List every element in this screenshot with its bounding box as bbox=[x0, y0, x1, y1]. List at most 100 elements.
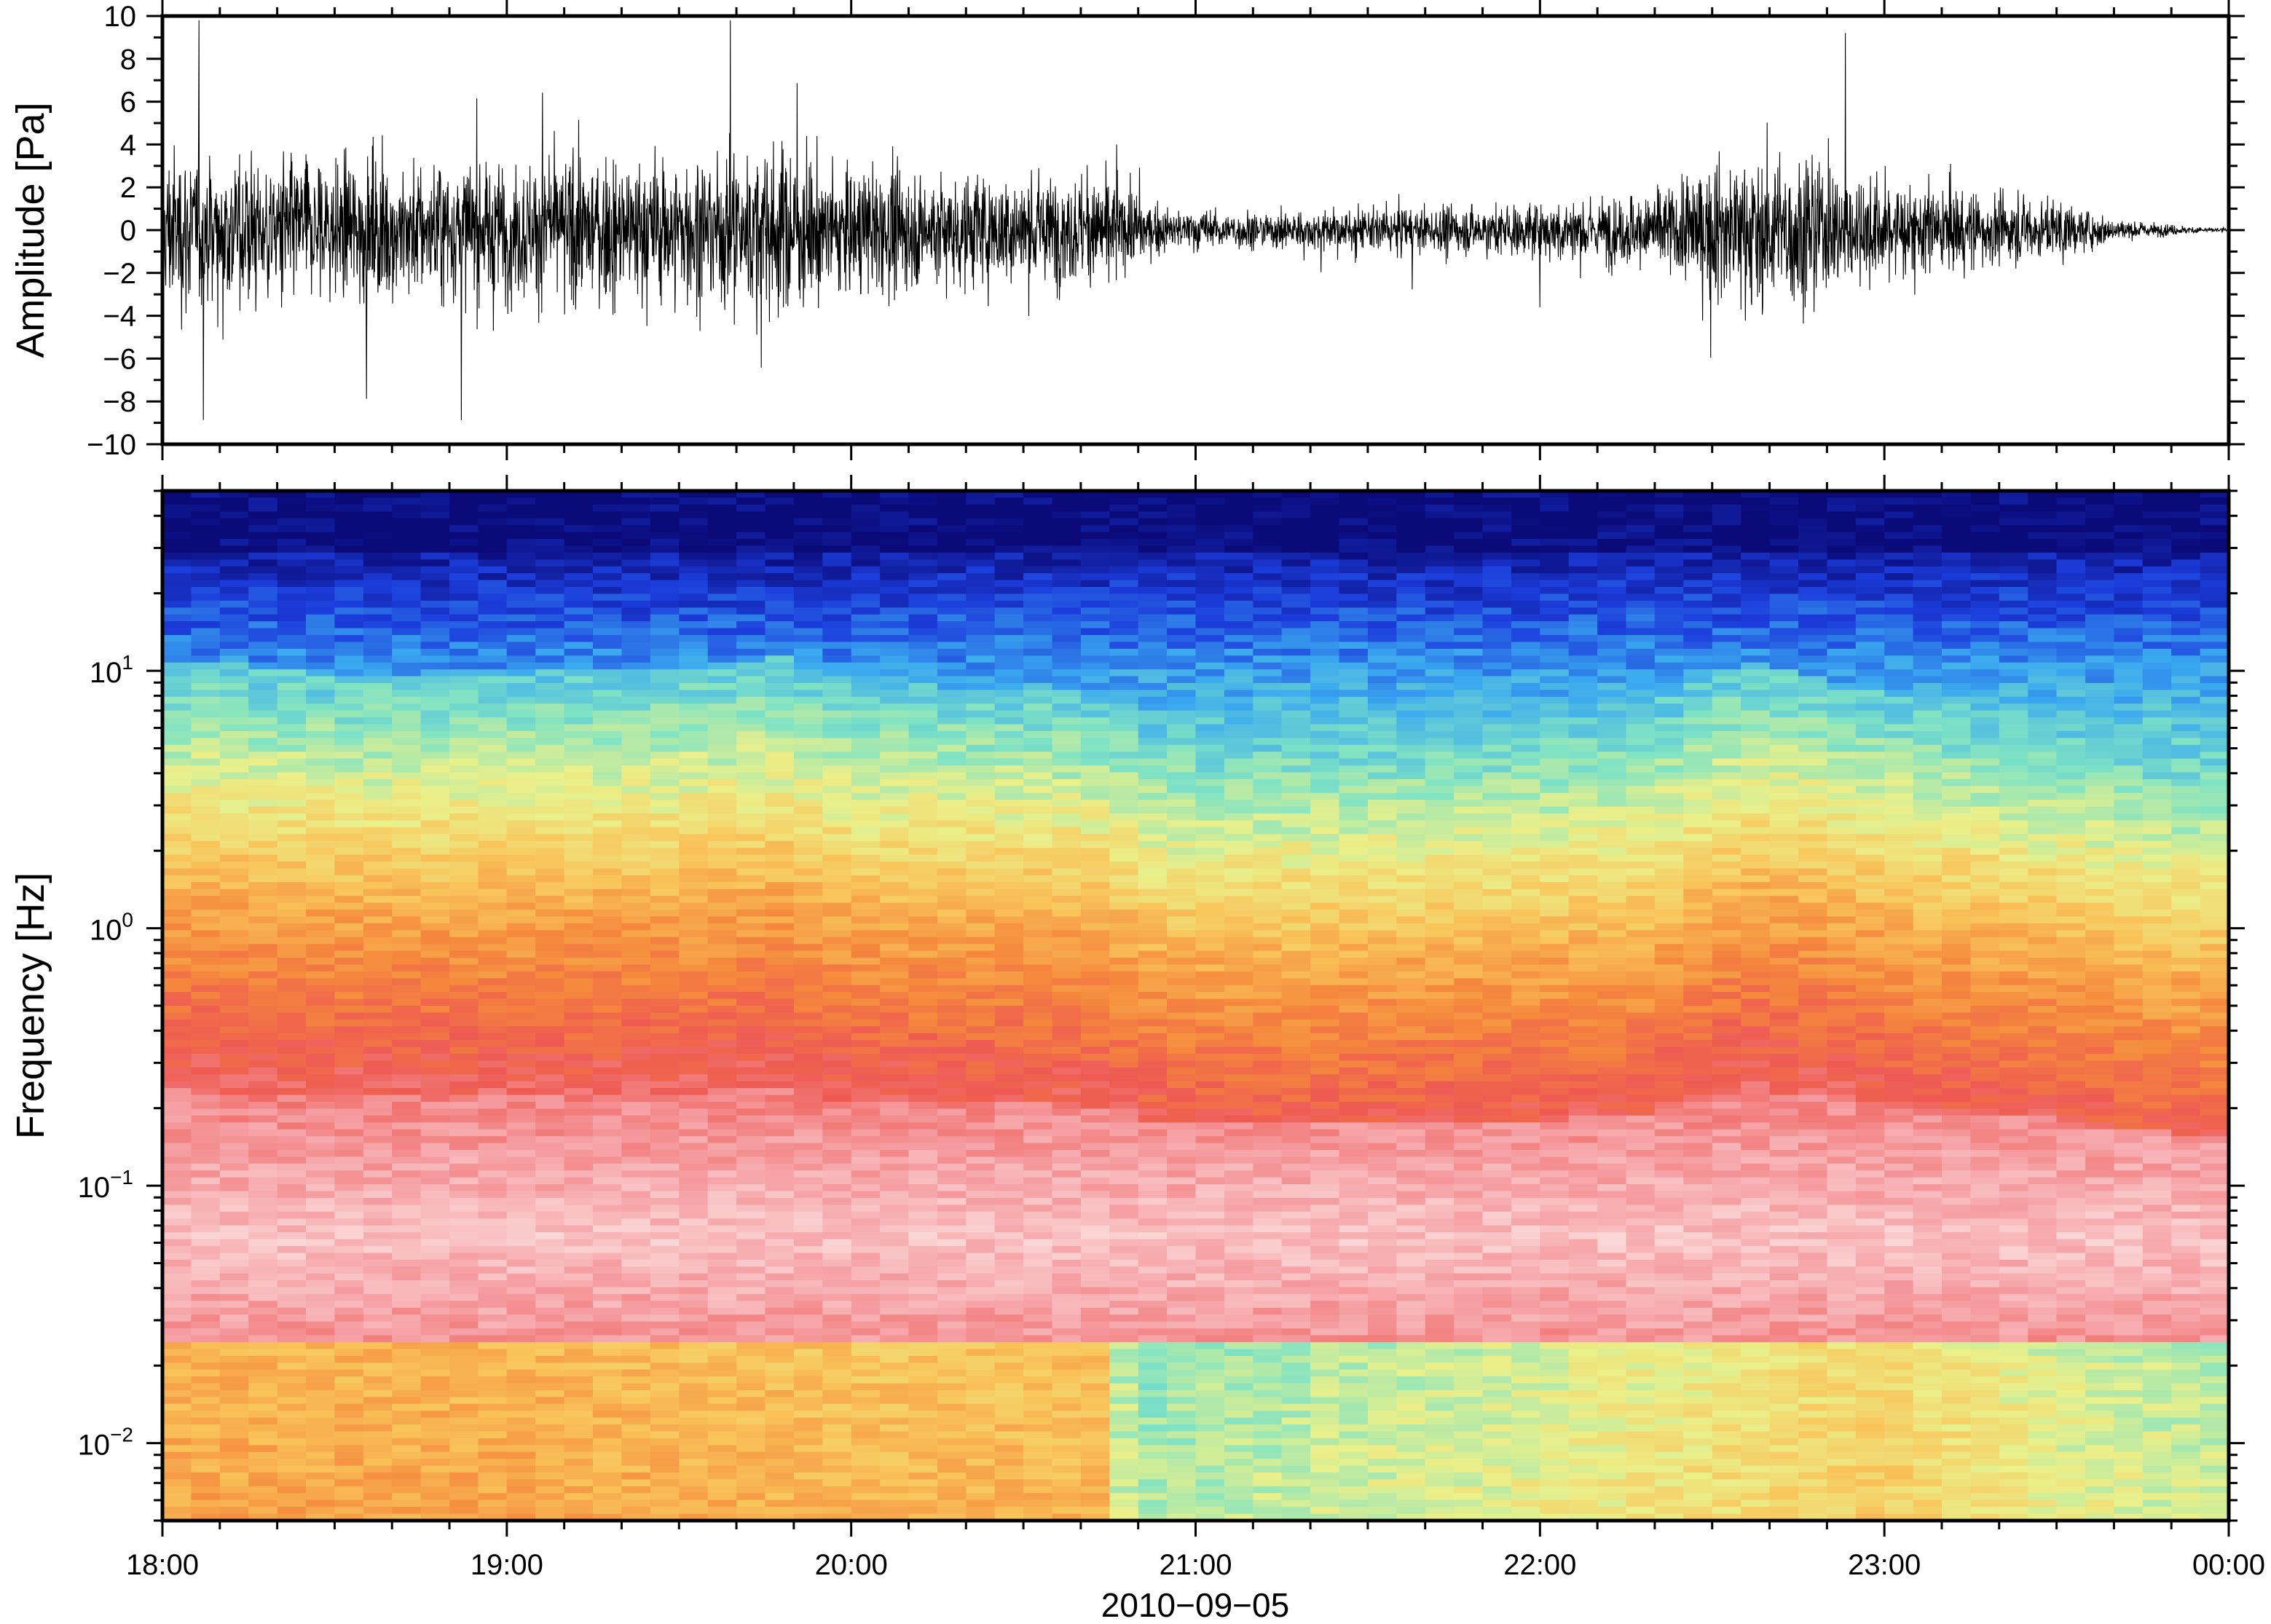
spectrogram-cell bbox=[449, 1067, 479, 1075]
spectrogram-cell bbox=[191, 1451, 221, 1459]
spectrogram-cell bbox=[162, 1273, 192, 1281]
spectrogram-cell bbox=[621, 1431, 651, 1439]
spectrogram-cell bbox=[736, 896, 766, 904]
spectrogram-cell bbox=[363, 820, 393, 828]
spectrogram-cell bbox=[535, 1054, 565, 1062]
spectrogram-cell bbox=[908, 1225, 938, 1233]
spectrogram-cell bbox=[994, 1184, 1024, 1192]
spectrogram-cell bbox=[420, 545, 450, 553]
spectrogram-cell bbox=[449, 992, 479, 1000]
spectrogram-cell bbox=[564, 827, 594, 835]
spectrogram-cell bbox=[449, 1259, 479, 1267]
spectrogram-cell bbox=[1052, 1390, 1082, 1398]
spectrogram-cell bbox=[994, 545, 1024, 553]
spectrogram-cell bbox=[219, 1349, 249, 1357]
spectrogram-cell bbox=[162, 992, 192, 1000]
spectrogram-cell bbox=[334, 1245, 364, 1254]
spectrogram-cell bbox=[420, 1163, 450, 1171]
spectrogram-cell bbox=[248, 1314, 278, 1323]
spectrogram-cell bbox=[420, 958, 450, 966]
spectrogram-cell bbox=[535, 635, 565, 643]
spectrogram-cell bbox=[191, 744, 221, 752]
spectrogram-cell bbox=[908, 1143, 938, 1151]
spectrogram-cell bbox=[219, 779, 249, 787]
spectrogram-cell bbox=[248, 1287, 278, 1295]
spectrogram-cell bbox=[994, 786, 1024, 794]
spectrogram-cell bbox=[219, 1314, 249, 1323]
spectrogram-cell bbox=[880, 806, 910, 814]
spectrogram-cell bbox=[908, 1493, 938, 1501]
spectrogram-cell bbox=[1052, 1150, 1082, 1158]
spectrogram-cell bbox=[219, 1376, 249, 1384]
spectrogram-cell bbox=[420, 1293, 450, 1302]
spectrogram-cell bbox=[621, 848, 651, 856]
spectrogram-cell bbox=[765, 758, 795, 766]
spectrogram-cell bbox=[679, 690, 709, 698]
spectrogram-cell bbox=[420, 532, 450, 540]
spectrogram-cell bbox=[162, 1150, 192, 1158]
spectrogram-cell bbox=[679, 862, 709, 870]
spectrogram-cell bbox=[363, 607, 393, 615]
spectrogram-cell bbox=[478, 827, 508, 835]
spectrogram-cell bbox=[765, 992, 795, 1000]
spectrogram-cell bbox=[1080, 813, 1111, 821]
spectrogram-cell bbox=[564, 1232, 594, 1240]
spectrogram-cell bbox=[650, 1040, 680, 1048]
spectrogram-cell bbox=[191, 1499, 221, 1507]
spectrogram-cell bbox=[822, 1136, 852, 1144]
spectrogram-cell bbox=[449, 1424, 479, 1432]
spectrogram-cell bbox=[478, 580, 508, 588]
spectrogram-cell bbox=[363, 1239, 393, 1247]
spectrogram-cell bbox=[306, 752, 336, 760]
spectrogram-cell bbox=[908, 1301, 938, 1309]
spectrogram-cell bbox=[765, 1046, 795, 1055]
spectrogram-cell bbox=[937, 1493, 967, 1501]
spectrogram-cell bbox=[650, 1259, 680, 1267]
spectrogram-cell bbox=[277, 1122, 307, 1130]
spectrogram-cell bbox=[277, 786, 307, 794]
spectrogram-cell bbox=[650, 813, 680, 821]
spectrogram-cell bbox=[822, 1424, 852, 1432]
spectrogram-cell bbox=[736, 1445, 766, 1453]
spectrogram-cell bbox=[880, 1390, 910, 1398]
spectrogram-cell bbox=[162, 1006, 192, 1014]
spectrogram-cell bbox=[679, 1451, 709, 1459]
spectrogram-cell bbox=[593, 607, 623, 615]
spectrogram-cell bbox=[363, 1054, 393, 1062]
spectrogram-cell bbox=[277, 1115, 307, 1123]
spectrogram-cell bbox=[420, 552, 450, 560]
spectrogram-cell bbox=[191, 1218, 221, 1226]
spectrogram-cell bbox=[1023, 985, 1053, 993]
spectrogram-cell bbox=[334, 1197, 364, 1206]
spectrogram-cell bbox=[679, 1067, 709, 1075]
spectrogram-cell bbox=[1023, 648, 1053, 656]
spectrogram-cell bbox=[679, 1211, 709, 1219]
spectrogram-cell bbox=[880, 1239, 910, 1247]
spectrogram-cell bbox=[306, 998, 336, 1006]
spectrogram-cell bbox=[506, 662, 536, 670]
spectrogram-cell bbox=[191, 648, 221, 656]
spectrogram-cell bbox=[736, 1143, 766, 1151]
spectrogram-cell bbox=[966, 792, 996, 800]
spectrogram-cell bbox=[449, 806, 479, 814]
spectrogram-cell bbox=[191, 600, 221, 608]
spectrogram-cell bbox=[994, 1232, 1024, 1240]
spectrogram-cell bbox=[650, 607, 680, 615]
spectrogram-cell bbox=[248, 1225, 278, 1233]
spectrogram-cell bbox=[535, 902, 565, 910]
spectrogram-cell bbox=[1080, 971, 1111, 979]
spectrogram-cell bbox=[593, 1006, 623, 1014]
spectrogram-cell bbox=[679, 511, 709, 519]
spectrogram-cell bbox=[306, 1293, 336, 1302]
spectrogram-cell bbox=[937, 1019, 967, 1028]
spectrogram-cell bbox=[564, 964, 594, 972]
spectrogram-cell bbox=[277, 676, 307, 684]
spectrogram-cell bbox=[248, 642, 278, 650]
spectrogram-cell bbox=[880, 827, 910, 835]
spectrogram-cell bbox=[392, 992, 422, 1000]
spectrogram-cell bbox=[506, 1095, 536, 1103]
spectrogram-cell bbox=[707, 532, 737, 540]
spectrogram-cell bbox=[449, 1253, 479, 1261]
spectrogram-cell bbox=[937, 525, 967, 533]
spectrogram-cell bbox=[650, 1411, 680, 1419]
